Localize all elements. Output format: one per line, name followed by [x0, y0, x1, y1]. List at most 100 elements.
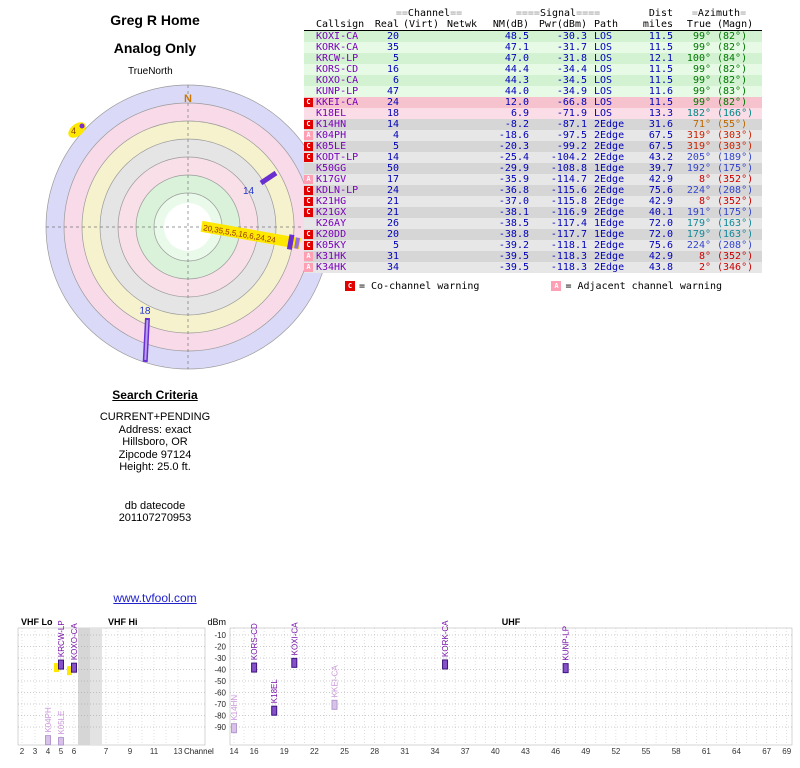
- signal-bar: [231, 723, 237, 734]
- site-link-wrap: www.tvfool.com: [70, 589, 240, 607]
- signal-bar: [442, 659, 449, 670]
- signal-bar-label: KORK-CA: [441, 620, 450, 657]
- co-channel-warning-icon: C: [304, 207, 313, 217]
- search-criteria: Search Criteria CURRENT+PENDING Address:…: [70, 388, 240, 525]
- signal-bar: [291, 657, 298, 668]
- channel-tick-label: 16: [250, 747, 259, 756]
- co-channel-warning-icon: C: [304, 240, 313, 250]
- search-criteria-lines: CURRENT+PENDING Address: exact Hillsboro…: [70, 411, 240, 474]
- col-nm: NM(dB): [492, 19, 529, 30]
- adjacent-channel-warning-icon: A: [304, 130, 313, 140]
- band-label-vhf-lo: VHF Lo: [21, 617, 53, 627]
- dist-group-header: Dist: [648, 8, 673, 19]
- location-name: Greg R Home: [110, 12, 200, 28]
- dbm-tick-label: -70: [214, 700, 226, 709]
- co-channel-warning-icon: C: [304, 185, 313, 195]
- signal-bar: [562, 663, 569, 674]
- channel-tick-label: 22: [310, 747, 319, 756]
- azimuth-group-header: =Azimuth=: [691, 8, 747, 19]
- table-row: C K20DD 20 -38.8 -117.7 1Edge 72.0 179° (163°): [304, 229, 762, 240]
- dbm-tick-label: -60: [214, 689, 226, 698]
- co-channel-warning-icon: C: [345, 281, 355, 291]
- channel-tick-label: 25: [340, 747, 349, 756]
- channel-tick-label: 9: [128, 747, 133, 756]
- band-label-vhf-hi: VHF Hi: [108, 617, 138, 627]
- signal-bar-label: KOXO-CA: [70, 623, 79, 661]
- search-mode: CURRENT+PENDING: [99, 411, 211, 423]
- table-row: K18EL 18 6.9 -71.9 LOS 13.3 182° (166°): [304, 108, 762, 119]
- signal-bar-label: K04PH: [44, 707, 53, 733]
- col-netwk: Netwk: [446, 19, 478, 30]
- signal-bar-label: KRCW-LP: [57, 620, 66, 657]
- adjacent-channel-warning-icon: A: [551, 281, 562, 291]
- signal-bar-label: K18EL: [270, 679, 279, 704]
- channel-tick-label: 3: [33, 747, 38, 756]
- dbm-tick-label: -30: [214, 654, 226, 663]
- signal-table: ==Channel== ====Signal==== Dist =Azimuth…: [304, 8, 762, 273]
- fm-gap-band: [78, 628, 90, 745]
- channel-tick-label: 11: [150, 747, 159, 756]
- signal-bar: [271, 705, 278, 716]
- channel-tick-label: 55: [642, 747, 651, 756]
- channel-tick-label: 2: [20, 747, 25, 756]
- table-row: A K31HK 31 -39.5 -118.3 2Edge 42.9 8° (352°): [304, 251, 762, 262]
- channel-tick-label: 46: [551, 747, 560, 756]
- channel-tick-label: 13: [174, 747, 183, 756]
- db-datecode-block: db datecode 201107270953: [70, 500, 240, 525]
- band-label-uhf: UHF: [502, 617, 521, 627]
- channel-tick-label: 52: [611, 747, 620, 756]
- channel-tick-label: 43: [521, 747, 530, 756]
- col-real: Real: [374, 19, 399, 30]
- channel-tick-label: 7: [104, 747, 109, 756]
- svg-text:4: 4: [71, 126, 76, 136]
- col-path: Path: [594, 19, 619, 30]
- signal-strength-chart: -10 -20 -30 -40 -50 -60 -70 -80 -90 VHF Lo VHF Hi U…: [17, 617, 793, 756]
- table-row: A K34HK 34 -39.5 -118.3 2Edge 43.8 2° (346°): [304, 262, 762, 273]
- radar-marker-ch18: 18: [139, 306, 151, 363]
- channel-tick-label: 49: [581, 747, 590, 756]
- channel-tick-label: 19: [280, 747, 289, 756]
- channel-tick-label: 28: [370, 747, 379, 756]
- table-row: C KODT-LP 14 -25.4 -104.2 2Edge 43.2 205° (189°): [304, 152, 762, 163]
- svg-text:14: 14: [243, 186, 255, 197]
- channel-tick-label: 37: [461, 747, 470, 756]
- adjacent-channel-warning-icon: A: [304, 262, 313, 272]
- table-row: KOXI-CA 20 48.5 -30.3 LOS 11.5 99° (82°): [304, 31, 762, 42]
- highlight-tick: [67, 666, 72, 676]
- table-body: KOXI-CA 20 48.5 -30.3 LOS 11.5 99° (82°) KORK-CA…: [304, 31, 762, 273]
- db-datecode-value: 201107270953: [118, 512, 192, 524]
- co-channel-warning-icon: C: [304, 97, 313, 107]
- search-zipcode: Zipcode 97124: [118, 448, 192, 461]
- dbm-tick-label: -80: [214, 712, 226, 721]
- uhf-panel: [229, 627, 793, 746]
- north-indicator: N: [184, 93, 192, 105]
- table-row: C K21GX 21 -38.1 -116.9 2Edge 40.1 191° (175°): [304, 207, 762, 218]
- table-row: KORK-CA 35 47.1 -31.7 LOS 11.5 99° (82°): [304, 42, 762, 53]
- signal-bar-label: K14HN: [230, 695, 239, 721]
- search-criteria-title: Search Criteria: [112, 388, 198, 402]
- adjacent-channel-legend-label: = Adjacent channel warning: [565, 281, 722, 292]
- signal-bar: [58, 659, 64, 670]
- search-antenna-height: Height: 25.0 ft.: [119, 461, 191, 473]
- svg-text:18: 18: [139, 306, 151, 318]
- channel-tick-label: 31: [400, 747, 409, 756]
- tvfool-link[interactable]: www.tvfool.com: [113, 591, 197, 605]
- table-row: C K05KY 5 -39.2 -118.1 2Edge 75.6 224° (208°): [304, 240, 762, 251]
- dbm-tick-label: -50: [214, 677, 226, 686]
- signal-bar-label: KUNP-LP: [562, 626, 571, 661]
- signal-bar: [331, 699, 338, 710]
- co-channel-warning-icon: C: [304, 119, 313, 129]
- channel-tick-label: 6: [72, 747, 77, 756]
- signal-bar-label: KOXI-CA: [290, 622, 299, 656]
- channel-tick-label: 14: [230, 747, 239, 756]
- channel-tick-label: 58: [672, 747, 681, 756]
- table-header-groups: ==Channel== ====Signal==== Dist =Azimuth…: [304, 8, 762, 19]
- signal-bar-label: KORS-CD: [250, 623, 259, 660]
- co-channel-warning-icon: C: [304, 141, 313, 151]
- signal-bar: [251, 662, 258, 673]
- search-address-type: Address: exact: [118, 423, 192, 436]
- channel-group-header: ==Channel==: [395, 8, 463, 19]
- col-true: True: [686, 19, 711, 30]
- channel-tick-label: 4: [46, 747, 51, 756]
